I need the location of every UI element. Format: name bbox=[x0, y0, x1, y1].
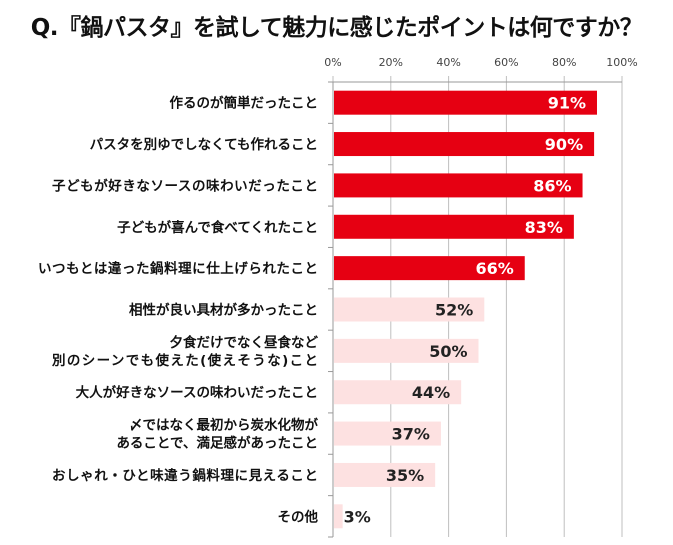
bar bbox=[334, 132, 595, 157]
bar bbox=[334, 380, 462, 405]
category-label: 子どもが喜んで食べてくれたこと bbox=[117, 219, 318, 236]
data-label: 66% bbox=[475, 259, 513, 278]
bar bbox=[334, 173, 583, 198]
chart-title: Q.『鍋パスタ』を試して魅力に感じたポイントは何ですか？ bbox=[30, 15, 643, 41]
tick-label: 60% bbox=[494, 56, 518, 69]
data-label: 50% bbox=[429, 342, 467, 361]
category-label: おしゃれ・ひと味違う鍋料理に見えること bbox=[52, 467, 318, 484]
data-label: 90% bbox=[545, 135, 583, 154]
category-label: あることで、満足感があったこと bbox=[116, 435, 318, 452]
data-label: 52% bbox=[435, 301, 473, 320]
category-label: その他 bbox=[278, 508, 319, 525]
data-label: 37% bbox=[392, 425, 430, 444]
data-label: 83% bbox=[525, 218, 563, 237]
data-label: 35% bbox=[386, 466, 424, 485]
bar bbox=[334, 462, 436, 487]
bar bbox=[334, 90, 597, 115]
category-label: パスタを別ゆでしなくても作れること bbox=[90, 136, 318, 153]
category-label: 大人が好きなソースの味わいだったこと bbox=[76, 384, 318, 401]
tick-label: 40% bbox=[436, 56, 460, 69]
data-label: 86% bbox=[533, 176, 571, 195]
category-label: 別のシーンでも使えた(使えそうな)こと bbox=[52, 352, 318, 369]
bar bbox=[334, 421, 441, 446]
category-label: 子どもが好きなソースの味わいだったこと bbox=[52, 177, 318, 194]
bar bbox=[334, 297, 485, 322]
bar bbox=[334, 338, 479, 363]
tick-label: 0% bbox=[324, 56, 341, 69]
bar bbox=[334, 256, 525, 281]
category-label: いつもとは違った鍋料理に仕上げられたこと bbox=[38, 260, 318, 277]
category-label: 〆ではなく最初から炭水化物が bbox=[129, 417, 318, 434]
bar bbox=[334, 504, 343, 529]
bar bbox=[334, 214, 574, 239]
tick-label: 100% bbox=[606, 56, 637, 69]
data-label: 44% bbox=[412, 383, 450, 402]
data-label: 3% bbox=[344, 507, 371, 526]
tick-label: 80% bbox=[552, 56, 576, 69]
data-label: 91% bbox=[548, 94, 586, 113]
category-label: 相性が良い具材が多かったこと bbox=[129, 302, 318, 319]
category-label: 夕食だけでなく昼食など bbox=[170, 334, 319, 351]
tick-label: 20% bbox=[379, 56, 403, 69]
category-label: 作るのが簡単だったこと bbox=[170, 95, 319, 112]
